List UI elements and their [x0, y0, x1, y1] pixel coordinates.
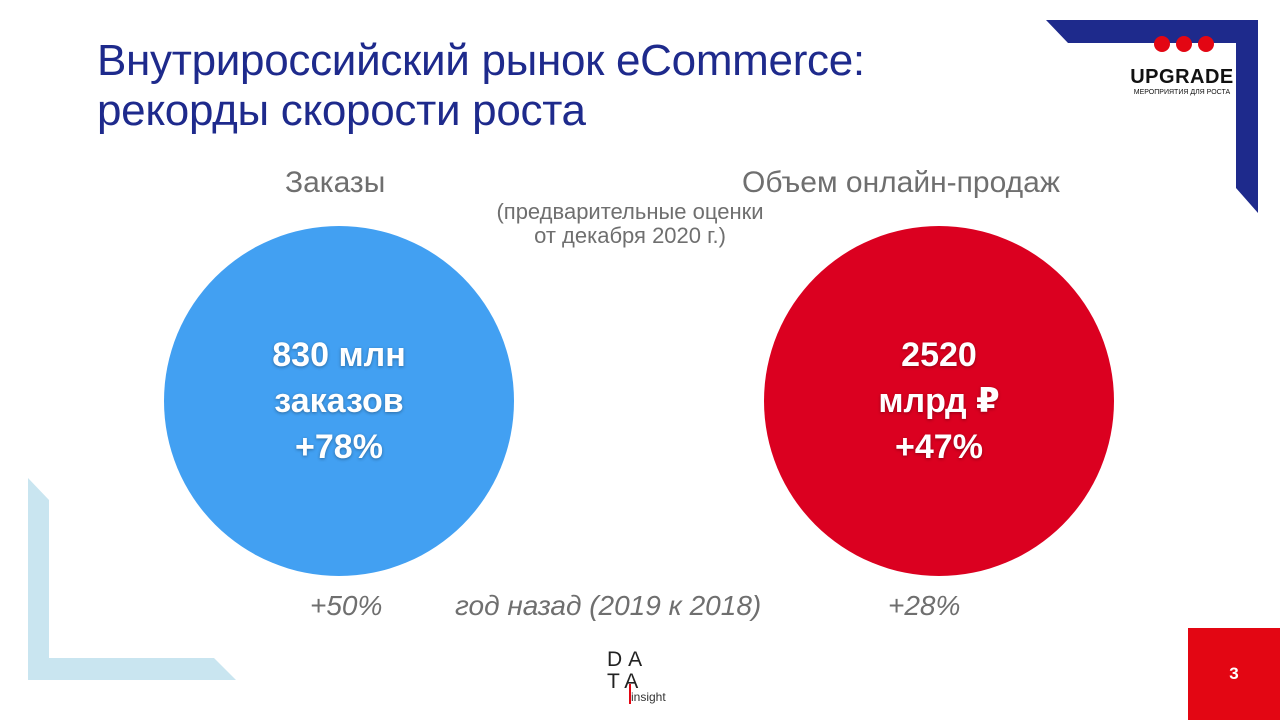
- orders-growth: +78%: [295, 428, 383, 466]
- sales-prev-growth: +28%: [888, 590, 961, 621]
- orders-count: 830 млн: [272, 336, 406, 374]
- sales-amount: 2520: [901, 336, 977, 374]
- year-ago-label: год назад (2019 к 2018): [455, 590, 762, 621]
- estimate-note: (предварительные оценки от декабря 2020 …: [455, 200, 805, 248]
- sales-heading: Объем онлайн-продаж: [742, 166, 1060, 199]
- datainsight-logo-da: DA: [607, 648, 649, 671]
- corner-decoration-bottom-left: [28, 478, 236, 680]
- sales-growth: +47%: [895, 428, 983, 466]
- sales-circle: 2520 млрд ₽ +47%: [764, 226, 1114, 576]
- orders-prev-growth: +50%: [310, 590, 383, 621]
- sales-unit: млрд ₽: [878, 382, 1000, 420]
- upgrade-logo: UPGRADE МЕРОПРИЯТИЯ ДЛЯ РОСТА: [1124, 34, 1240, 104]
- page-number-badge: 3: [1188, 628, 1280, 720]
- upgrade-logo-name: UPGRADE: [1130, 66, 1234, 88]
- estimate-note-line-1: (предварительные оценки: [496, 199, 764, 224]
- orders-circle-text: 830 млн заказов +78%: [272, 332, 405, 470]
- sales-circle-text: 2520 млрд ₽ +47%: [878, 332, 999, 470]
- page-title-line-2: рекорды скорости роста: [97, 86, 586, 135]
- page-title: Внутрироссийский рынок eCommerce: рекорд…: [97, 36, 997, 136]
- datainsight-logo-insight: insight: [631, 690, 666, 704]
- page-title-line-1: Внутрироссийский рынок eCommerce:: [97, 36, 865, 85]
- orders-unit: заказов: [274, 382, 404, 420]
- estimate-note-line-2: от декабря 2020 г.): [534, 223, 726, 248]
- orders-heading: Заказы: [285, 166, 386, 199]
- corner-decoration-top-right: [1046, 20, 1258, 213]
- upgrade-logo-tagline: МЕРОПРИЯТИЯ ДЛЯ РОСТА: [1133, 89, 1231, 96]
- orders-circle: 830 млн заказов +78%: [164, 226, 514, 576]
- datainsight-logo: DA TA insight: [605, 648, 685, 708]
- three-dots-icon: [1154, 36, 1214, 52]
- datainsight-bar: [629, 684, 631, 704]
- page-number: 3: [1229, 664, 1239, 683]
